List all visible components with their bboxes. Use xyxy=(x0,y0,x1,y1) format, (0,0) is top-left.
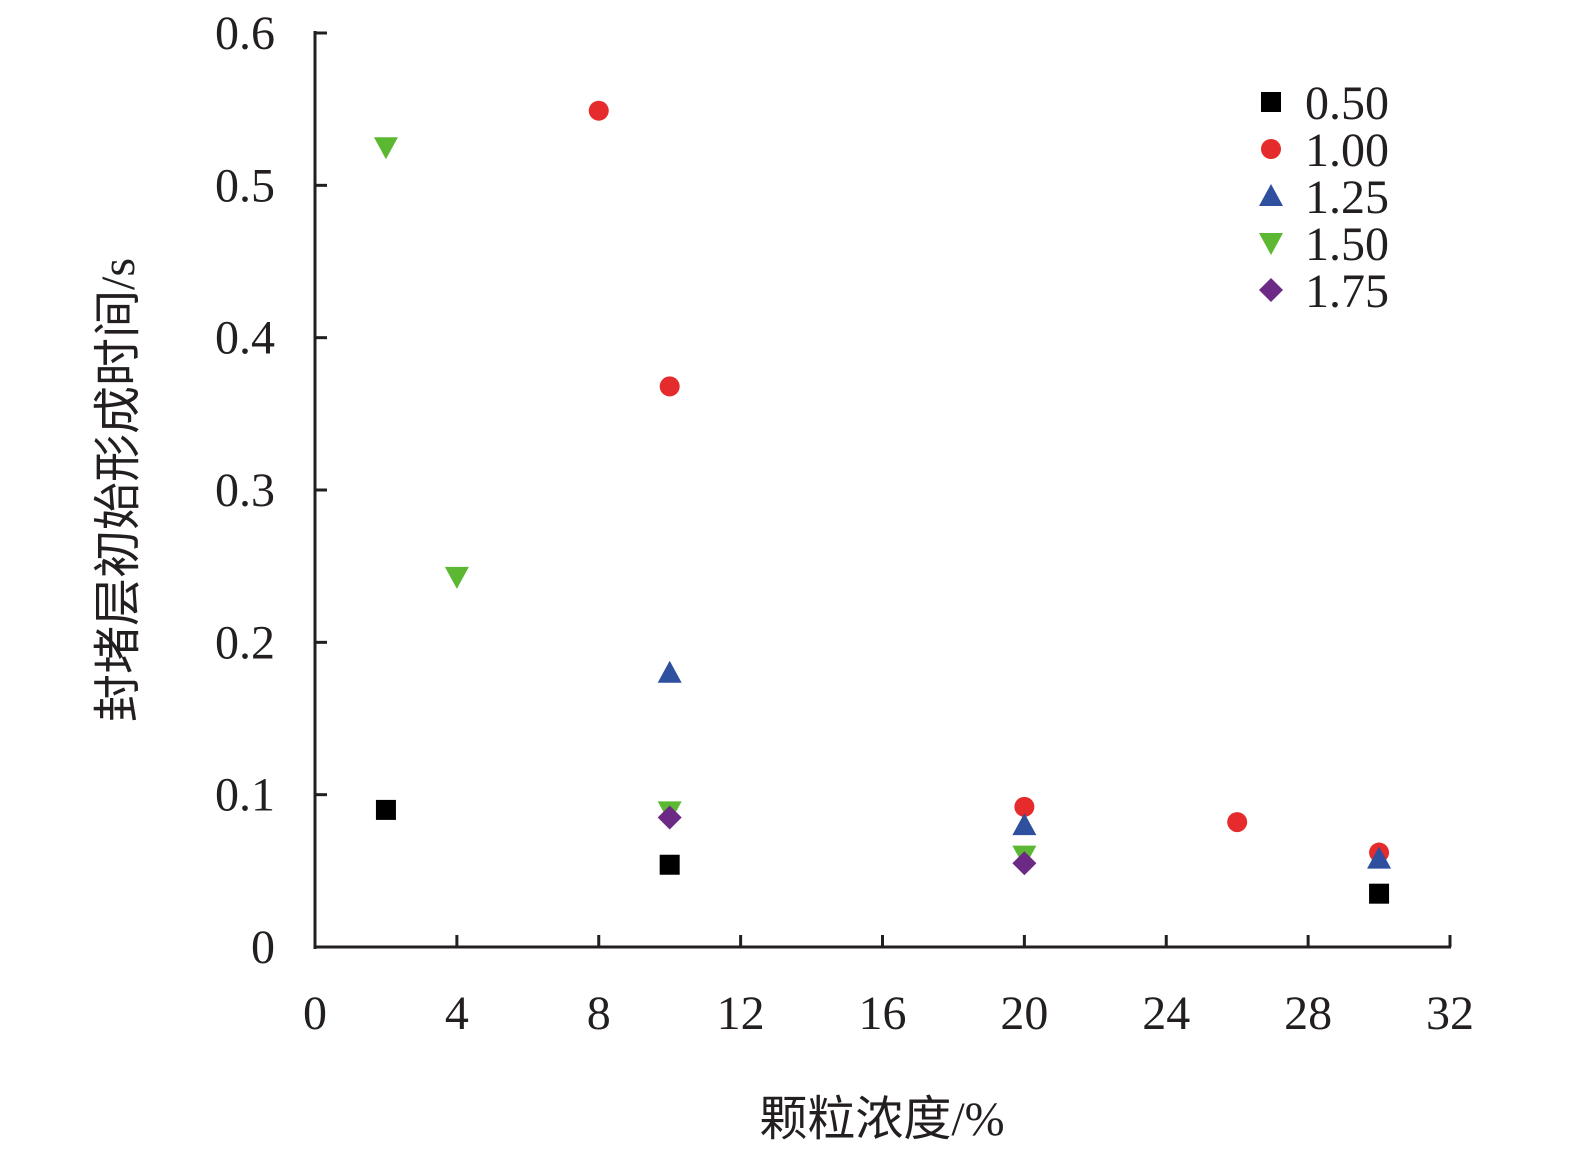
y-tick-label: 0.1 xyxy=(215,769,275,822)
data-point-triangle-down xyxy=(373,137,398,160)
data-point-diamond xyxy=(657,805,682,830)
legend-label: 1.50 xyxy=(1305,218,1389,271)
legend-label: 0.50 xyxy=(1305,77,1389,130)
x-tick-label: 20 xyxy=(1000,987,1048,1040)
legend-label: 1.75 xyxy=(1305,265,1389,318)
legend-marker-triangle-up xyxy=(1259,184,1283,206)
x-tick-label: 32 xyxy=(1426,987,1474,1040)
x-tick-label: 0 xyxy=(303,987,327,1040)
data-point-triangle-up xyxy=(657,660,682,683)
data-point-diamond xyxy=(1012,851,1037,876)
x-tick-label: 12 xyxy=(717,987,765,1040)
x-axis-title: 颗粒浓度/% xyxy=(759,1093,1004,1146)
y-tick-label: 0.6 xyxy=(215,7,275,60)
ticks: 0 4 8 12 16 20 24 28 32 0 0.1 0.2 0.3 0.4 0.5 0.6 xyxy=(215,7,1474,1040)
legend: 0.501.001.251.501.75 xyxy=(1259,77,1389,318)
x-tick-label: 28 xyxy=(1284,987,1332,1040)
x-tick-label: 4 xyxy=(445,987,469,1040)
data-point-triangle-down xyxy=(444,566,469,589)
data-points xyxy=(373,100,1392,904)
data-point-triangle-up xyxy=(1012,813,1037,836)
data-point-triangle-up xyxy=(1367,846,1392,869)
axes xyxy=(313,31,1451,949)
x-tick-label: 16 xyxy=(859,987,907,1040)
legend-marker-circle xyxy=(1261,139,1281,159)
data-point-square xyxy=(375,799,396,820)
legend-label: 1.00 xyxy=(1305,124,1389,177)
data-point-square xyxy=(1369,883,1390,904)
y-tick-label: 0.5 xyxy=(215,159,275,212)
y-tick-label: 0.2 xyxy=(215,616,275,669)
legend-label: 1.25 xyxy=(1305,171,1389,224)
x-tick-label: 8 xyxy=(587,987,611,1040)
x-tick-label: 24 xyxy=(1142,987,1190,1040)
data-point-circle xyxy=(588,100,609,121)
y-axis-title: 封堵层初始形成时间/s xyxy=(92,258,145,722)
y-tick-label: 0.4 xyxy=(215,312,275,365)
legend-marker-square xyxy=(1261,92,1281,112)
y-tick-label: 0 xyxy=(251,921,275,974)
data-point-circle xyxy=(1227,812,1248,833)
data-point-circle xyxy=(1014,796,1035,817)
legend-marker-diamond xyxy=(1259,278,1283,302)
y-tick-label: 0.3 xyxy=(215,464,275,517)
legend-marker-triangle-down xyxy=(1259,233,1283,255)
data-point-square xyxy=(659,854,680,875)
data-point-circle xyxy=(659,376,680,397)
